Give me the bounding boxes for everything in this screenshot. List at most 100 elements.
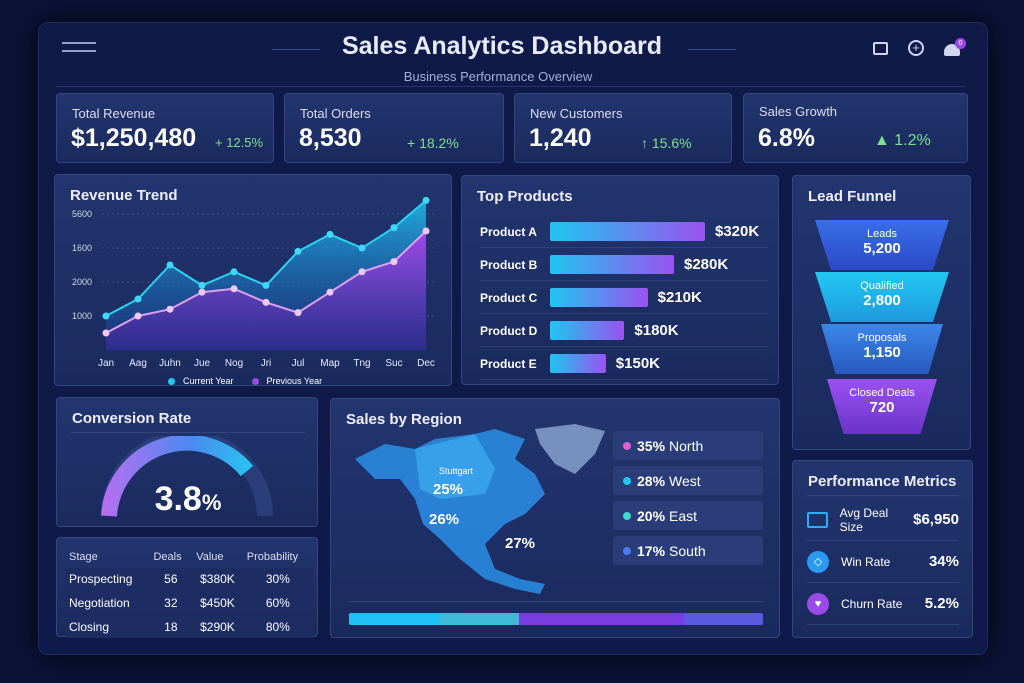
data-point[interactable] xyxy=(262,298,270,306)
stage-label: Qualified xyxy=(860,280,904,292)
data-point[interactable] xyxy=(230,268,238,276)
list-icon[interactable] xyxy=(873,42,888,55)
column-header: Stage xyxy=(69,551,98,563)
x-tick-label: Dec xyxy=(417,358,435,369)
data-point[interactable] xyxy=(326,288,334,296)
x-tick-label: Suc xyxy=(385,358,402,369)
product-name: Product E xyxy=(480,356,537,371)
region-item[interactable]: 20% East xyxy=(613,501,763,530)
metric-churn-rate: ♥ Churn Rate 5.2% xyxy=(807,583,959,625)
table-row[interactable]: Closing 18 $290K 80% xyxy=(65,616,313,638)
lead-funnel-card: Lead Funnel Leads 5,200 Qualified 2,800 Pr… xyxy=(792,175,971,450)
metric-value: $6,950 xyxy=(913,511,959,528)
data-point[interactable] xyxy=(230,285,238,293)
product-name: Product A xyxy=(480,224,537,239)
product-value: $210K xyxy=(657,289,702,306)
data-point[interactable] xyxy=(294,247,302,255)
data-point[interactable] xyxy=(166,305,174,313)
data-point[interactable] xyxy=(390,224,398,232)
funnel-stage-proposals[interactable]: Proposals 1,150 xyxy=(821,324,943,374)
card-title: Revenue Trend xyxy=(70,187,178,204)
region-color-dot xyxy=(623,476,631,485)
table-cell: 60% xyxy=(242,592,313,614)
region-name: East xyxy=(669,507,698,524)
legend-dot-current xyxy=(168,377,175,385)
data-point[interactable] xyxy=(294,309,302,317)
conversion-rate-card: Conversion Rate 3.8% xyxy=(56,397,318,527)
region-bar-segment xyxy=(349,613,441,625)
region-item[interactable]: 17% South xyxy=(613,536,763,565)
table-cell: $290K xyxy=(192,616,243,638)
funnel-stage-leads[interactable]: Leads 5,200 xyxy=(815,220,949,270)
metric-label: Churn Rate xyxy=(841,596,903,611)
metric-value: 34% xyxy=(928,553,959,570)
data-point[interactable] xyxy=(198,288,206,296)
stage-label: Closed Deals xyxy=(849,387,915,399)
region-name: South xyxy=(669,542,706,559)
product-value: $150K xyxy=(615,355,660,372)
data-point[interactable] xyxy=(262,281,270,289)
region-pct: 28% xyxy=(637,472,666,489)
product-row[interactable]: Product A $320K xyxy=(480,216,768,248)
region-name: West xyxy=(669,472,701,489)
table-cell: 18 xyxy=(149,616,193,638)
stage-value: 5,200 xyxy=(863,240,901,257)
mail-icon xyxy=(807,511,828,528)
region-item[interactable]: 35% North xyxy=(613,431,763,460)
card-title: Top Products xyxy=(477,188,573,205)
card-title: Performance Metrics xyxy=(808,473,957,490)
product-value: $180K xyxy=(634,322,679,339)
conversion-gauge xyxy=(101,436,273,517)
conversion-number: 3.8 xyxy=(154,480,202,518)
data-point[interactable] xyxy=(102,329,110,337)
divider xyxy=(56,86,966,87)
data-point[interactable] xyxy=(422,227,430,235)
table-cell: Prospecting xyxy=(65,568,150,590)
y-tick-label: 1600 xyxy=(72,243,92,253)
product-row[interactable]: Product E $150K xyxy=(480,348,768,380)
kpi-label: Total Revenue xyxy=(72,106,156,121)
product-row[interactable]: Product B $280K xyxy=(480,249,768,281)
region-item[interactable]: 28% West xyxy=(613,466,763,495)
kpi-value: 8,530 xyxy=(299,124,362,152)
data-point[interactable] xyxy=(358,244,366,252)
data-point[interactable] xyxy=(102,312,110,320)
data-point[interactable] xyxy=(198,281,206,289)
kpi-total-orders: Total Orders 8,530 + 18.2% xyxy=(284,93,504,163)
data-point[interactable] xyxy=(326,230,334,238)
kpi-delta: ↑ 15.6% xyxy=(641,135,692,151)
region-bar-segment xyxy=(684,613,763,625)
kpi-delta: + 18.2% xyxy=(407,135,459,151)
table-cell: Negotiation xyxy=(65,592,150,614)
column-header: Deals xyxy=(153,551,182,563)
menu-icon[interactable] xyxy=(62,42,96,52)
table-row[interactable]: Negotiation 32 $450K 60% xyxy=(65,592,313,614)
x-tick-label: Jue xyxy=(194,358,211,369)
funnel-stage-qualified[interactable]: Qualified 2,800 xyxy=(815,272,949,322)
product-name: Product B xyxy=(480,257,538,272)
performance-metrics-card: Performance Metrics Avg Deal Size $6,950 … xyxy=(792,460,973,638)
map-label-27: 27% xyxy=(505,535,536,552)
data-point[interactable] xyxy=(166,261,174,269)
table-cell: 80% xyxy=(242,616,313,638)
product-row[interactable]: Product D $180K xyxy=(480,315,768,347)
add-icon[interactable]: + xyxy=(908,40,924,56)
kpi-sales-growth: Sales Growth 6.8% ▲ 1.2% xyxy=(743,93,968,163)
product-name: Product D xyxy=(480,323,538,338)
page-subtitle: Business Performance Overview xyxy=(403,69,593,84)
data-point[interactable] xyxy=(358,268,366,276)
pipeline-table-card: Stage Deals Value Probability Prospecting 56 $… xyxy=(56,537,318,640)
divider xyxy=(71,432,305,433)
pipeline-table: Stage Deals Value Probability Prospecting 56 $… xyxy=(65,546,313,640)
data-point[interactable] xyxy=(390,258,398,266)
product-row[interactable]: Product C $210K xyxy=(480,282,768,314)
data-point[interactable] xyxy=(422,196,430,204)
funnel-stage-closed[interactable]: Closed Deals 720 xyxy=(827,379,937,434)
north-america-map xyxy=(355,424,605,594)
product-value: $280K xyxy=(684,256,729,273)
table-row[interactable]: Prospecting 56 $380K 30% xyxy=(65,568,313,590)
conversion-value: 3.8% xyxy=(57,480,319,519)
data-point[interactable] xyxy=(134,295,142,303)
region-pct: 35% xyxy=(637,437,666,454)
data-point[interactable] xyxy=(134,312,142,320)
